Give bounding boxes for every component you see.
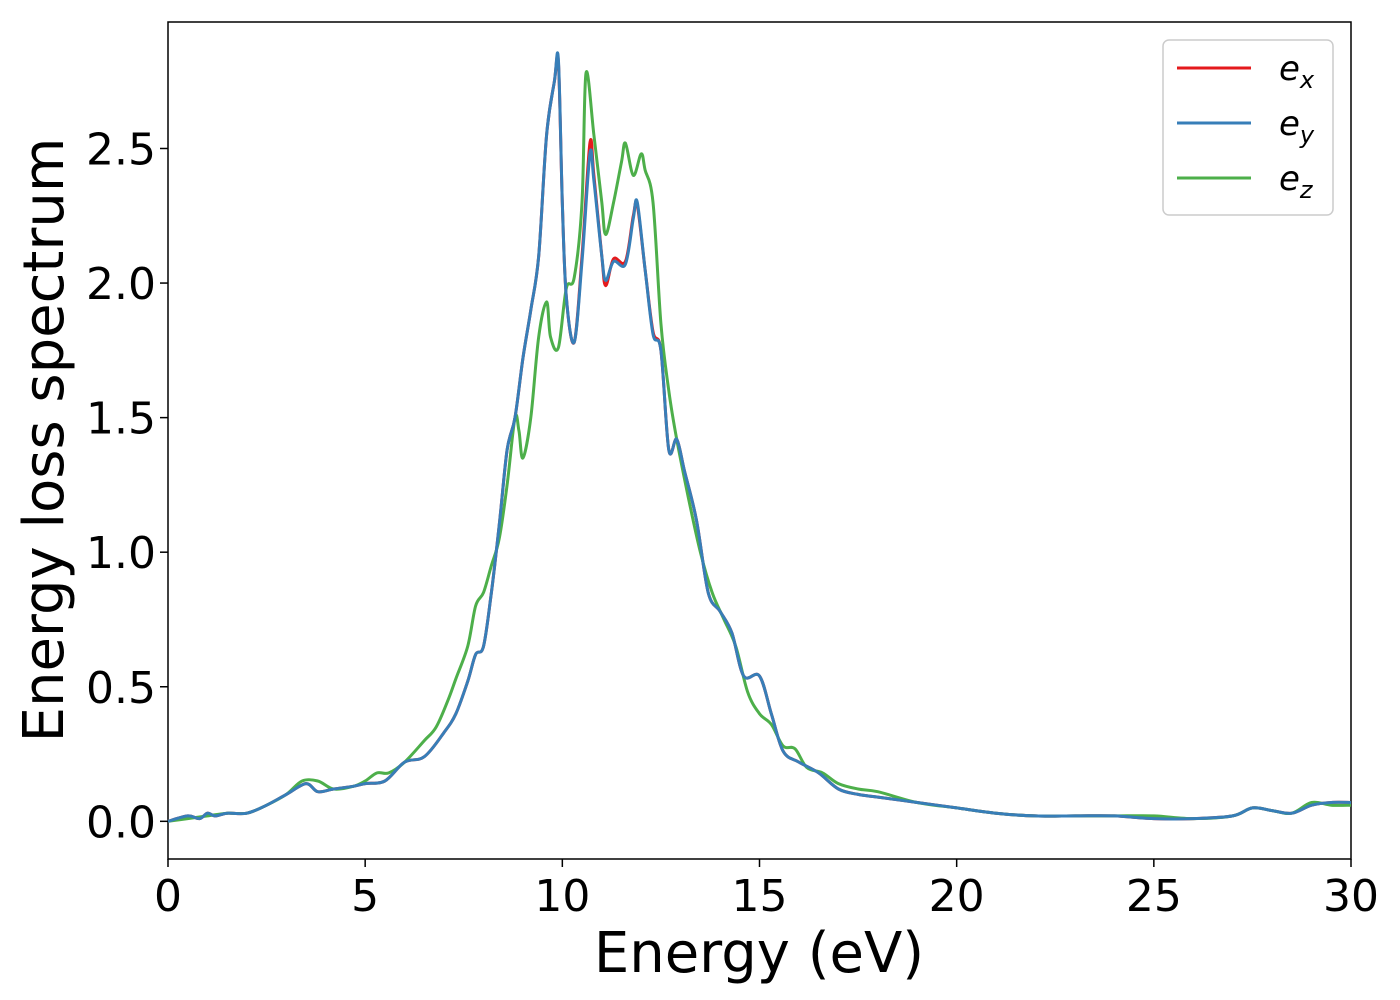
x-axis-ticks: 0 5 10 15 20 25 30	[154, 859, 1379, 922]
y-axis-ticks: 0.0 0.5 1.0 1.5 2.0 2.5	[86, 124, 168, 848]
x-tick-label: 20	[929, 871, 985, 922]
x-tick-label: 5	[351, 871, 379, 922]
x-tick-label: 0	[154, 871, 182, 922]
series-line-y	[167, 51, 1352, 823]
y-tick-label: 2.5	[86, 124, 156, 175]
legend: ex ey ez	[1162, 39, 1334, 216]
x-axis-label: Energy (eV)	[594, 921, 924, 986]
y-tick-label: 1.5	[86, 394, 156, 445]
x-tick-label: 10	[534, 871, 590, 922]
y-tick-label: 0.5	[86, 663, 156, 714]
legend-label-x: ex	[1279, 49, 1315, 94]
x-tick-label: 30	[1323, 871, 1379, 922]
y-tick-label: 2.0	[86, 259, 156, 310]
y-tick-label: 0.0	[86, 797, 156, 848]
y-tick-label: 1.0	[86, 528, 156, 579]
x-tick-label: 15	[732, 871, 788, 922]
series-layer	[167, 51, 1352, 823]
plot-area	[167, 21, 1352, 860]
legend-label-y: ey	[1279, 104, 1315, 149]
x-tick-label: 25	[1126, 871, 1182, 922]
legend-box	[1162, 39, 1334, 216]
legend-label-z: ez	[1279, 159, 1314, 204]
y-axis-label: Energy loss spectrum	[12, 138, 77, 743]
